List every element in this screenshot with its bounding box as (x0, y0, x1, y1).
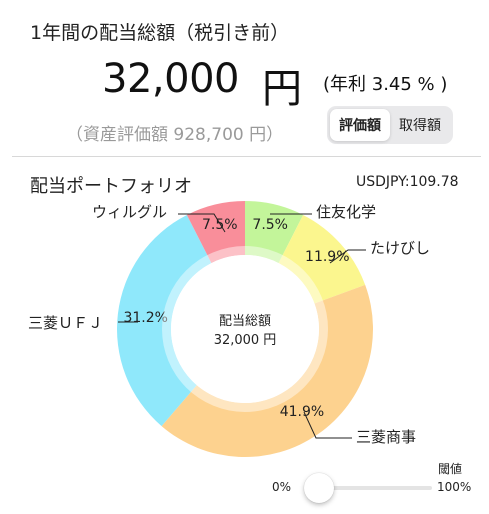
slider-min-label: 0% (272, 480, 292, 494)
slice-percent-label: 41.9% (280, 404, 324, 420)
threshold-slider-track[interactable] (304, 486, 432, 490)
donut-slice[interactable] (245, 201, 304, 264)
slice-percent-label: 11.9% (305, 249, 349, 265)
donut-slice[interactable] (278, 214, 366, 304)
slice-leader-line (178, 213, 226, 233)
toggle-acquisition-button[interactable]: 取得額 (399, 118, 441, 134)
donut-hole (171, 255, 319, 403)
slice-name-label: たけびし (370, 239, 430, 257)
threshold-label: 閾値 (438, 462, 463, 476)
section-divider (12, 156, 481, 157)
donut-center-label: 配当総額 (219, 314, 271, 329)
annual-yield: (年利 3.45 % ) (323, 74, 448, 95)
slice-leader-line (303, 411, 352, 439)
dividend-total-amount: 32,000 (102, 56, 239, 102)
slice-name-label: 三菱商事 (356, 428, 416, 446)
slice-percent-label: 7.5% (252, 217, 288, 233)
slice-name-label: 住友化学 (316, 203, 376, 221)
fx-rate: USDJPY:109.78 (356, 174, 459, 190)
slider-max-label: 100% (437, 480, 472, 494)
slice-name-label: 三菱ＵＦＪ (28, 314, 103, 332)
slice-percent-label: 31.2% (123, 310, 167, 326)
dividend-total-title: 1年間の配当総額（税引き前） (30, 22, 290, 44)
toggle-valuation-button[interactable]: 評価額 (330, 109, 390, 141)
donut-slice[interactable] (117, 214, 212, 427)
dividend-total-unit: 円 (262, 66, 302, 112)
slice-name-label: ウィルグル (92, 203, 167, 221)
asset-valuation: （資産評価額 928,700 円） (66, 125, 284, 145)
donut-center-value: 32,000 円 (214, 333, 277, 348)
threshold-slider-thumb[interactable] (304, 473, 334, 503)
slice-leader-line (329, 249, 366, 264)
portfolio-title: 配当ポートフォリオ (30, 176, 192, 197)
donut-slice[interactable] (186, 201, 245, 264)
valuation-basis-toggle: 評価額 取得額 (327, 106, 453, 144)
donut-slice[interactable] (161, 284, 373, 457)
slice-percent-label: 7.5% (202, 217, 238, 233)
